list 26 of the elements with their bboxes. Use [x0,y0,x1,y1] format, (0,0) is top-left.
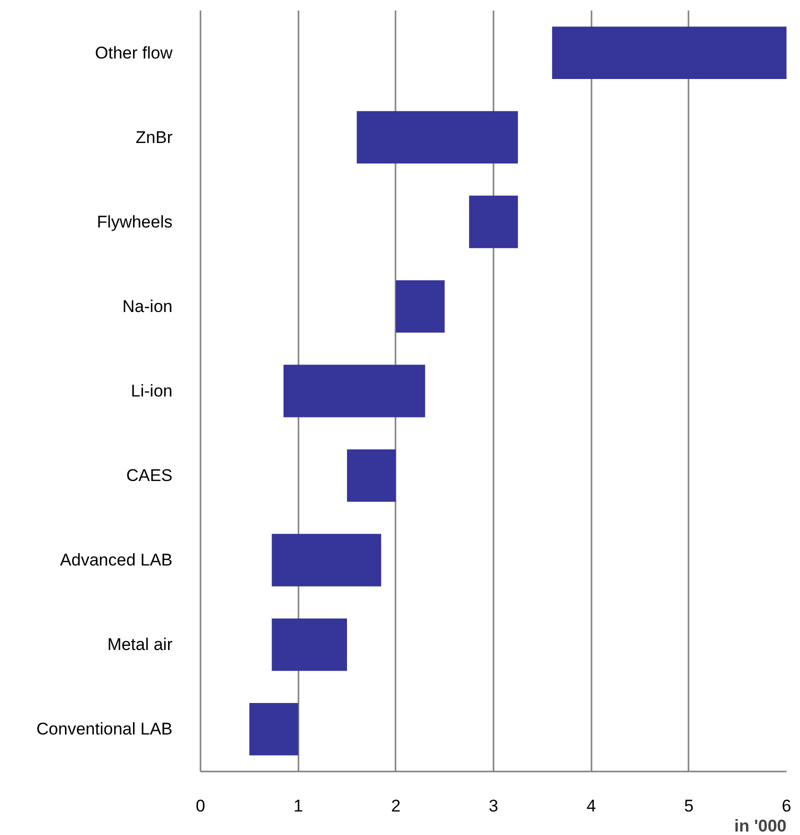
bar [396,280,445,333]
x-tick-label: 6 [782,796,792,816]
x-tick-label: 3 [488,796,498,816]
bar [272,618,347,671]
bar [249,703,298,756]
x-tick-label: 0 [196,796,206,816]
y-tick-label: Metal air [107,635,173,654]
x-axis-title: in '000 [734,816,787,835]
y-tick-label: Other flow [95,43,174,62]
y-tick-label: Na-ion [122,296,173,316]
x-tick-label: 5 [684,796,694,816]
x-tick-label: 1 [293,796,303,816]
y-tick-label: Flywheels [96,212,173,232]
x-tick-label: 4 [586,796,596,816]
x-tick-label: 2 [391,796,401,816]
y-tick-label: ZnBr [136,128,173,147]
bar [272,534,382,586]
bar [347,449,396,502]
y-tick-label: Advanced LAB [60,550,172,570]
bar [469,196,518,248]
y-tick-label: CAES [126,466,173,486]
bar [284,364,426,418]
bar [552,26,786,79]
bar [356,111,518,164]
y-tick-label: Li-ion [130,382,173,400]
y-tick-label: Conventional LAB [36,720,172,739]
